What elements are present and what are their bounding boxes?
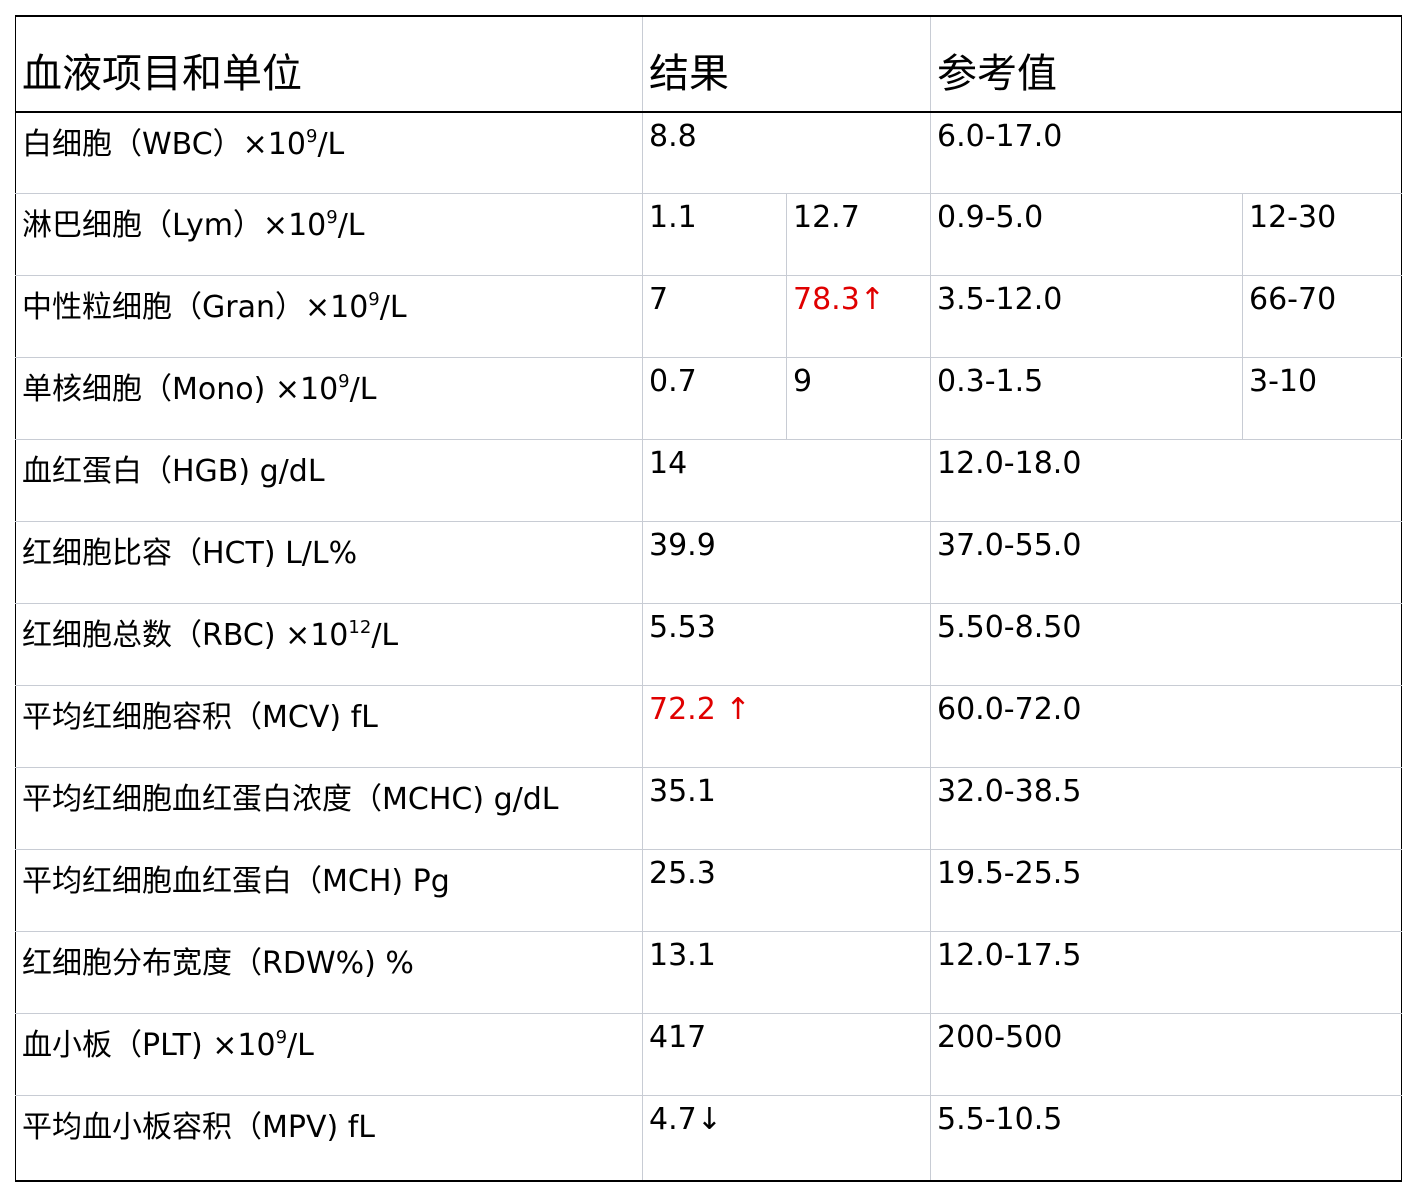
item-name: 中性粒细胞（Gran）×109/L	[15, 275, 643, 358]
row-hct: 红细胞比容（HCT) L/L% 39.9 37.0-55.0	[15, 521, 1402, 604]
reference-percent: 12-30	[1242, 193, 1402, 276]
result-value: 4.7↓	[642, 1095, 931, 1182]
row-mpv: 平均血小板容积（MPV) fL 4.7↓ 5.5-10.5	[15, 1095, 1402, 1182]
row-rbc: 红细胞总数（RBC) ×1012/L 5.53 5.50-8.50	[15, 603, 1402, 686]
item-name: 红细胞比容（HCT) L/L%	[15, 521, 643, 604]
result-value: 5.53	[642, 603, 931, 686]
reference-value: 0.9-5.0	[930, 193, 1243, 276]
result-value: 1.1	[642, 193, 787, 276]
reference-value: 0.3-1.5	[930, 357, 1243, 440]
result-value: 25.3	[642, 849, 931, 932]
reference-value: 5.50-8.50	[930, 603, 1402, 686]
row-mchc: 平均红细胞血红蛋白浓度（MCHC) g/dL 35.1 32.0-38.5	[15, 767, 1402, 850]
reference-value: 32.0-38.5	[930, 767, 1402, 850]
reference-value: 6.0-17.0	[930, 112, 1402, 194]
reference-value: 60.0-72.0	[930, 685, 1402, 768]
result-value: 7	[642, 275, 787, 358]
reference-value: 12.0-18.0	[930, 439, 1402, 522]
header-item: 血液项目和单位	[15, 15, 643, 113]
reference-value: 12.0-17.5	[930, 931, 1402, 1014]
row-mono: 单核细胞（Mono) ×109/L 0.7 9 0.3-1.5 3-10	[15, 357, 1402, 440]
row-plt: 血小板（PLT) ×109/L 417 200-500	[15, 1013, 1402, 1096]
item-name: 平均红细胞血红蛋白浓度（MCHC) g/dL	[15, 767, 643, 850]
item-name: 平均红细胞血红蛋白（MCH) Pg	[15, 849, 643, 932]
result-value-high: 72.2 ↑	[642, 685, 931, 768]
result-value: 417	[642, 1013, 931, 1096]
item-name: 单核细胞（Mono) ×109/L	[15, 357, 643, 440]
reference-value: 3.5-12.0	[930, 275, 1243, 358]
result-percent-high: 78.3↑	[786, 275, 931, 358]
row-lym: 淋巴细胞（Lym）×109/L 1.1 12.7 0.9-5.0 12-30	[15, 193, 1402, 276]
item-name: 红细胞总数（RBC) ×1012/L	[15, 603, 643, 686]
result-value: 14	[642, 439, 931, 522]
result-value: 35.1	[642, 767, 931, 850]
item-name: 白细胞（WBC）×109/L	[15, 112, 643, 194]
reference-percent: 3-10	[1242, 357, 1402, 440]
result-value: 13.1	[642, 931, 931, 1014]
row-rdw: 红细胞分布宽度（RDW%) % 13.1 12.0-17.5	[15, 931, 1402, 1014]
reference-percent: 66-70	[1242, 275, 1402, 358]
result-percent: 12.7	[786, 193, 931, 276]
row-mcv: 平均红细胞容积（MCV) fL 72.2 ↑ 60.0-72.0	[15, 685, 1402, 768]
result-value: 39.9	[642, 521, 931, 604]
item-name: 淋巴细胞（Lym）×109/L	[15, 193, 643, 276]
reference-value: 5.5-10.5	[930, 1095, 1402, 1182]
result-value: 8.8	[642, 112, 931, 194]
header-reference: 参考值	[930, 15, 1402, 113]
reference-value: 37.0-55.0	[930, 521, 1402, 604]
row-gran: 中性粒细胞（Gran）×109/L 7 78.3↑ 3.5-12.0 66-70	[15, 275, 1402, 358]
row-mch: 平均红细胞血红蛋白（MCH) Pg 25.3 19.5-25.5	[15, 849, 1402, 932]
item-name: 血小板（PLT) ×109/L	[15, 1013, 643, 1096]
header-row: 血液项目和单位 结果 参考值	[15, 15, 1402, 113]
header-result: 结果	[642, 15, 931, 113]
row-wbc: 白细胞（WBC）×109/L 8.8 6.0-17.0	[15, 112, 1402, 194]
item-name: 红细胞分布宽度（RDW%) %	[15, 931, 643, 1014]
result-percent: 9	[786, 357, 931, 440]
row-hgb: 血红蛋白（HGB) g/dL 14 12.0-18.0	[15, 439, 1402, 522]
item-name: 平均血小板容积（MPV) fL	[15, 1095, 643, 1182]
blood-test-table: 血液项目和单位 结果 参考值 白细胞（WBC）×109/L 8.8 6.0-17…	[15, 15, 1402, 1182]
reference-value: 19.5-25.5	[930, 849, 1402, 932]
item-name: 平均红细胞容积（MCV) fL	[15, 685, 643, 768]
result-value: 0.7	[642, 357, 787, 440]
item-name: 血红蛋白（HGB) g/dL	[15, 439, 643, 522]
reference-value: 200-500	[930, 1013, 1402, 1096]
